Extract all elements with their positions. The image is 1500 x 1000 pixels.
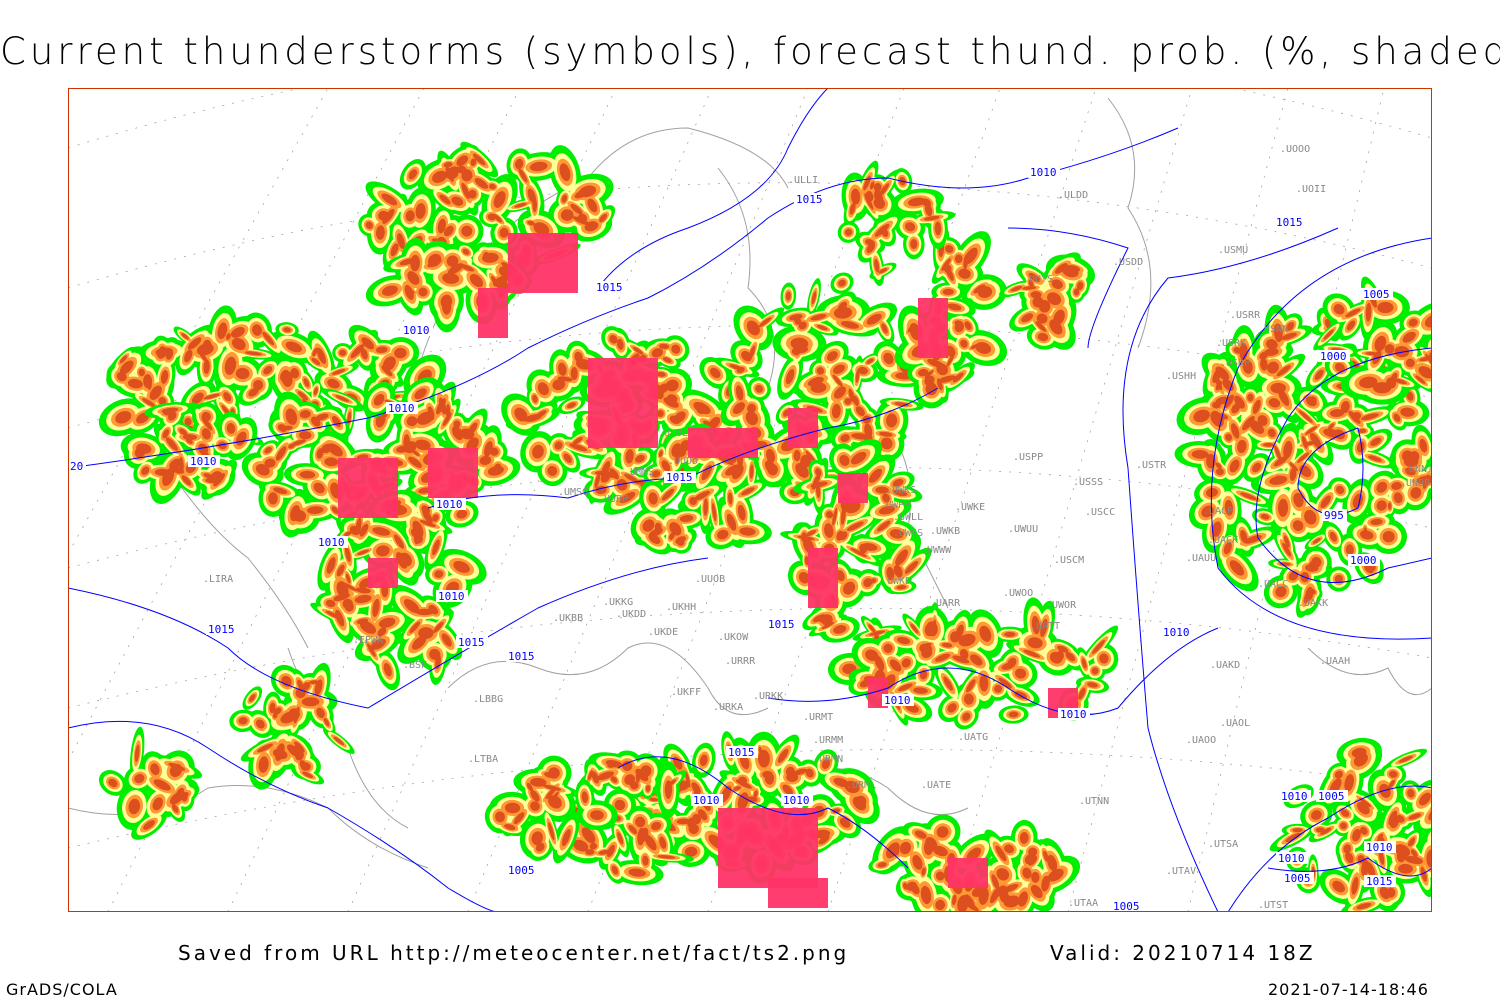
probability-patch <box>408 169 418 180</box>
coastline <box>717 167 776 389</box>
meridian-line <box>68 88 329 555</box>
probability-patch <box>514 202 527 208</box>
probability-patch <box>1377 301 1394 314</box>
probability-patch <box>390 243 399 257</box>
meridian-line <box>1067 88 1289 912</box>
probability-patch <box>1004 631 1016 637</box>
probability-patch <box>301 697 320 707</box>
probability-patch <box>405 210 415 222</box>
probability-patch <box>268 492 278 505</box>
coastline <box>447 642 769 716</box>
probability-patch <box>1358 428 1367 434</box>
coastline <box>1307 647 1432 696</box>
meridian-line <box>1187 88 1385 912</box>
probability-patch <box>599 213 608 223</box>
probability-patch <box>793 449 801 462</box>
probability-patch <box>570 203 583 215</box>
probability-patch <box>1247 393 1254 402</box>
probability-patch <box>488 183 496 190</box>
probability-patch <box>375 225 385 240</box>
meridian-line <box>227 88 617 912</box>
parallel-line <box>68 608 1432 709</box>
probability-patch <box>451 196 464 206</box>
meridian-line <box>347 88 713 912</box>
parallel-line <box>68 88 1432 149</box>
coastline <box>167 467 309 649</box>
coastline <box>1107 97 1152 349</box>
thunderstorm-probability-map: .ULLI.ULDD.UUYS.USDD.USMU.UOOO.UOII.USRR… <box>68 88 1432 912</box>
probability-patch <box>443 225 454 237</box>
probability-patch <box>300 762 311 771</box>
map-title: Current thunderstorms (symbols), forecas… <box>0 30 1500 73</box>
probability-patch <box>461 182 470 200</box>
probability-patch <box>514 158 524 170</box>
probability-patch <box>559 163 571 182</box>
probability-patch <box>415 203 426 219</box>
probability-patch <box>470 158 477 167</box>
